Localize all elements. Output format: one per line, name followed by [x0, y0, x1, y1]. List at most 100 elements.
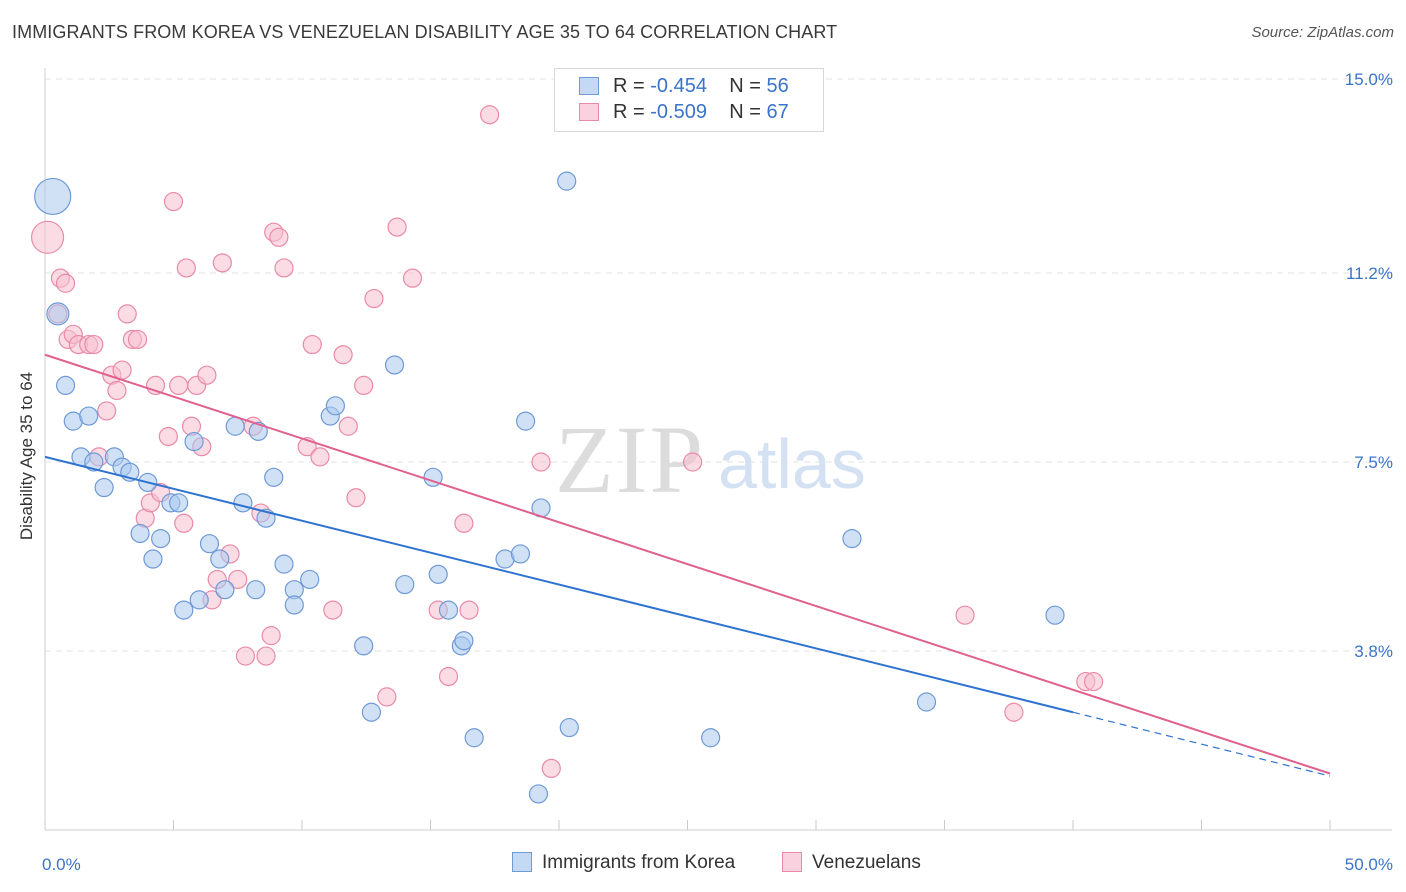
- venezuela-point: [274, 258, 294, 278]
- venezuela-point: [169, 375, 189, 395]
- bottom-legend-korea: Immigrants from Korea: [512, 852, 735, 874]
- legend-swatch-venezuela: [579, 103, 599, 121]
- venezuela-point: [269, 227, 289, 247]
- korea-point: [143, 549, 163, 569]
- korea-trendline: [44, 455, 1074, 714]
- venezuela-point: [438, 666, 459, 687]
- korea-point: [510, 544, 531, 564]
- venezuela-point: [955, 605, 975, 625]
- venezuela-point: [480, 105, 500, 125]
- korea-point: [233, 493, 253, 513]
- legend-venezuela-n-label: N =: [729, 101, 761, 123]
- korea-point: [189, 590, 209, 610]
- bottom-legend-label-korea: Immigrants from Korea: [542, 852, 736, 873]
- watermark-zip: ZIP: [555, 406, 705, 513]
- legend-korea-r-value: -0.454: [650, 75, 707, 97]
- venezuela-point: [1004, 702, 1024, 722]
- legend-text-venezuela: R = -0.509 N = 67: [613, 101, 789, 124]
- korea-point: [274, 554, 294, 574]
- venezuela-point: [228, 569, 248, 590]
- korea-point: [325, 396, 346, 416]
- korea-point: [199, 534, 220, 554]
- korea-point: [454, 631, 474, 651]
- venezuela-points: [30, 105, 1104, 779]
- y-tick-label: 7.5%: [1354, 453, 1393, 472]
- legend-korea-n-value: 56: [766, 75, 789, 97]
- venezuela-point: [174, 513, 194, 533]
- bottom-legend-swatch-venezuela: [782, 852, 802, 872]
- venezuela-point: [541, 758, 561, 779]
- venezuela-point: [531, 452, 551, 472]
- venezuela-point: [683, 452, 703, 472]
- venezuela-point: [402, 268, 423, 288]
- venezuela-point: [112, 360, 132, 380]
- y-axis-label: Disability Age 35 to 64: [17, 371, 36, 541]
- venezuela-trendline: [44, 353, 1331, 775]
- korea-point: [842, 528, 862, 549]
- legend-korea-r-label: R =: [613, 75, 645, 97]
- x-tick-label: 0.0%: [42, 855, 81, 874]
- korea-point: [84, 452, 104, 472]
- chart-title: IMMIGRANTS FROM KOREA VS VENEZUELAN DISA…: [12, 22, 838, 42]
- korea-point: [1045, 605, 1065, 625]
- korea-point: [384, 355, 405, 375]
- korea-point: [225, 416, 245, 436]
- korea-trendline-extension: [1072, 711, 1331, 777]
- y-tick-label: 11.2%: [1346, 264, 1393, 283]
- korea-point: [130, 523, 150, 544]
- korea-point: [248, 421, 268, 441]
- watermark: ZIP atlas: [555, 406, 866, 513]
- korea-point: [428, 564, 448, 584]
- bottom-legend-venezuela: Venezuelans: [782, 852, 921, 874]
- gridlines: [45, 78, 1392, 652]
- venezuela-point: [310, 447, 330, 467]
- korea-points: [34, 171, 1065, 804]
- correlation-legend: R = -0.454 N = 56 R = -0.509 N = 67: [554, 68, 824, 132]
- venezuela-point: [30, 220, 65, 254]
- venezuela-point: [346, 488, 366, 508]
- venezuela-point: [163, 191, 184, 212]
- chart-source: Source: ZipAtlas.com: [1251, 24, 1394, 41]
- korea-point: [464, 728, 484, 748]
- korea-point: [300, 569, 320, 590]
- venezuela-point: [256, 646, 276, 666]
- trendlines: [44, 353, 1331, 777]
- korea-point: [215, 580, 235, 600]
- korea-point: [79, 406, 99, 426]
- venezuela-point: [212, 253, 232, 273]
- venezuela-point: [235, 646, 256, 666]
- korea-point: [354, 636, 374, 656]
- venezuela-point: [197, 365, 217, 385]
- korea-point: [264, 467, 284, 487]
- venezuela-point: [354, 375, 374, 395]
- korea-point: [246, 580, 266, 600]
- korea-point: [34, 177, 72, 216]
- venezuela-point: [127, 329, 148, 350]
- venezuela-point: [117, 304, 137, 324]
- venezuela-point: [302, 334, 322, 355]
- korea-point: [174, 600, 194, 620]
- legend-venezuela-n-value: 67: [766, 101, 789, 123]
- y-tick-labels: 3.8% 7.5% 11.2% 15.0%: [1345, 70, 1393, 661]
- korea-point: [94, 477, 114, 498]
- venezuela-point: [377, 687, 397, 707]
- korea-point: [46, 302, 70, 326]
- korea-point: [169, 493, 189, 513]
- korea-point: [210, 549, 230, 569]
- x-tick-labels: 0.0% 50.0%: [42, 855, 1393, 874]
- venezuela-point: [364, 288, 384, 309]
- korea-point: [184, 431, 204, 452]
- korea-point: [557, 171, 577, 191]
- venezuela-point: [261, 626, 281, 646]
- venezuela-point: [158, 426, 178, 447]
- y-tick-label: 3.8%: [1354, 642, 1393, 661]
- venezuela-point: [107, 380, 127, 401]
- venezuela-point: [459, 600, 479, 620]
- korea-point: [528, 784, 549, 804]
- legend-swatch-korea: [579, 77, 599, 95]
- venezuela-point: [176, 258, 196, 278]
- korea-point: [515, 411, 536, 431]
- korea-point: [701, 728, 721, 748]
- korea-point: [361, 702, 381, 722]
- venezuela-point: [1083, 671, 1104, 692]
